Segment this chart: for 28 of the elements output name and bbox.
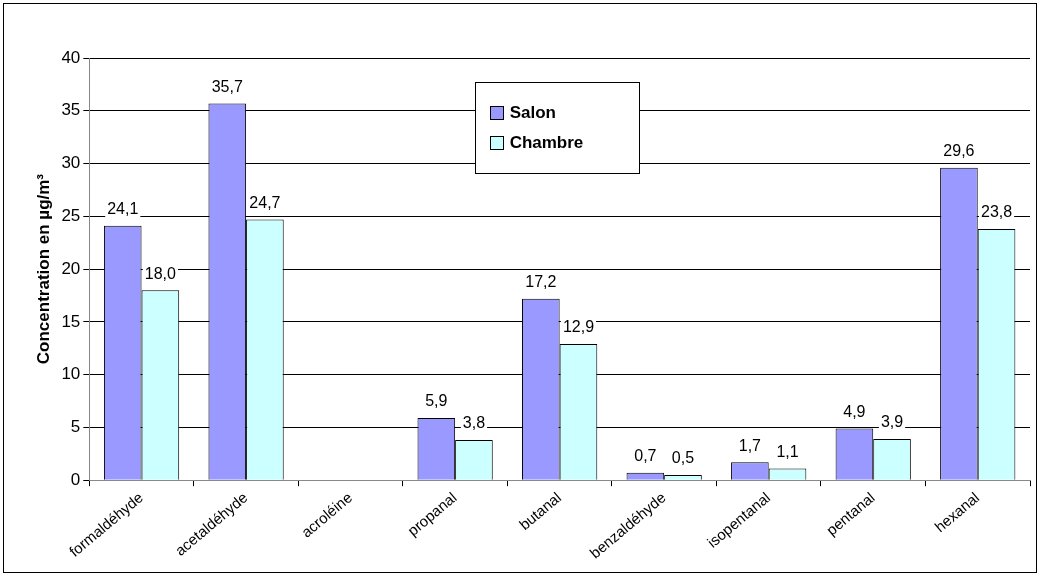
data-label: 3,8 <box>462 414 486 432</box>
data-label: 18,0 <box>144 264 177 282</box>
y-tick-label: 35 <box>61 100 81 120</box>
legend-label: Chambre <box>509 133 584 153</box>
data-label: 12,9 <box>562 318 595 336</box>
y-axis-title: Concentration en µg/m³ <box>33 173 53 365</box>
y-tick-label: 0 <box>70 469 81 489</box>
y-tick-label: 15 <box>61 311 81 331</box>
data-label: 0,7 <box>634 447 657 465</box>
y-tick-label: 5 <box>70 417 81 437</box>
y-tick-label: 30 <box>61 153 81 173</box>
data-label: 1,1 <box>776 442 799 460</box>
y-tick-label: 10 <box>61 364 81 384</box>
data-label: 4,9 <box>843 402 866 420</box>
data-label: 5,9 <box>425 392 448 410</box>
data-label: 23,8 <box>980 203 1013 221</box>
y-tick-label: 25 <box>61 206 81 225</box>
data-label: 0,5 <box>671 449 695 467</box>
legend-label: Salon <box>509 103 556 123</box>
data-label: 24,1 <box>107 200 139 218</box>
data-label: 3,9 <box>880 413 904 431</box>
y-tick-label: 40 <box>61 47 81 67</box>
data-label: 24,7 <box>249 193 281 211</box>
data-label: 17,2 <box>525 273 557 291</box>
data-label: 1,7 <box>738 436 762 454</box>
data-label: 29,6 <box>943 142 975 160</box>
data-label: 35,7 <box>211 77 243 95</box>
y-tick-label: 20 <box>61 258 81 278</box>
